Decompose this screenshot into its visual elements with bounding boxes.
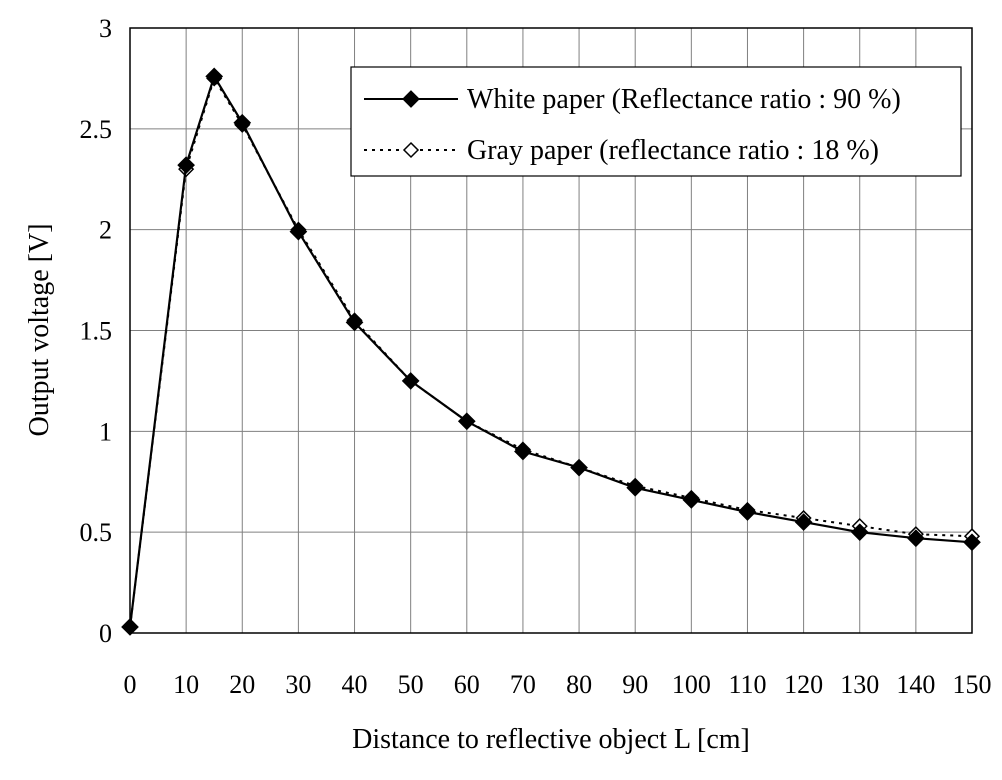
data-point-white-paper xyxy=(907,529,925,548)
data-point-white-paper xyxy=(850,523,869,542)
data-point-white-paper xyxy=(794,513,813,531)
data-point-white-paper xyxy=(457,412,476,431)
y-tick-label: 1 xyxy=(99,417,112,446)
data-point-white-paper xyxy=(514,442,532,461)
x-tick-label: 10 xyxy=(173,670,199,699)
data-point-white-paper xyxy=(233,113,252,132)
x-tick-label: 100 xyxy=(672,670,711,699)
x-tick-label: 20 xyxy=(229,670,255,699)
x-tick-label: 130 xyxy=(840,670,879,699)
y-tick-label: 2 xyxy=(99,216,112,245)
data-point-white-paper xyxy=(345,313,364,332)
x-tick-label: 0 xyxy=(124,670,137,699)
y-tick-label: 0 xyxy=(99,619,112,648)
legend-marker-gray xyxy=(402,141,420,159)
x-tick-label: 140 xyxy=(896,670,935,699)
y-tick-label: 2.5 xyxy=(80,115,113,144)
x-tick-label: 110 xyxy=(728,670,766,699)
y-tick-label: 3 xyxy=(99,14,112,43)
legend-marker-white xyxy=(402,90,420,108)
x-axis-ticks: 0 10 20 30 40 50 60 70 80 90 100 110 120 130 140 150 xyxy=(124,670,992,699)
y-tick-label: 0.5 xyxy=(80,518,113,547)
data-series xyxy=(121,67,981,636)
x-tick-label: 80 xyxy=(566,670,592,699)
legend: White paper (Reflectance ratio : 90 %) G… xyxy=(350,66,962,177)
data-point-white-paper xyxy=(401,372,420,390)
x-tick-label: 150 xyxy=(953,670,992,699)
data-point-white-paper xyxy=(205,67,224,86)
y-tick-label: 1.5 xyxy=(80,317,113,346)
x-tick-label: 120 xyxy=(784,670,823,699)
data-point-white-paper xyxy=(177,156,195,174)
legend-label-gray: Gray paper (reflectance ratio : 18 %) xyxy=(467,135,879,166)
plot-border xyxy=(129,27,973,634)
data-point-white-paper xyxy=(570,458,588,477)
data-point-white-paper xyxy=(963,533,981,552)
data-point-white-paper xyxy=(682,491,701,509)
x-axis-label: Distance to reflective object L [cm] xyxy=(352,724,750,755)
x-tick-label: 40 xyxy=(342,670,368,699)
legend-box xyxy=(350,66,962,177)
legend-label-white: White paper (Reflectance ratio : 90 %) xyxy=(467,84,901,115)
data-point-white-paper xyxy=(738,503,757,521)
x-tick-label: 50 xyxy=(398,670,424,699)
data-point-white-paper xyxy=(289,222,308,241)
y-axis-ticks: 0 0.5 1 1.5 2 2.5 3 xyxy=(80,14,113,648)
data-point-white-paper xyxy=(121,618,139,636)
x-tick-label: 60 xyxy=(454,670,480,699)
x-tick-label: 90 xyxy=(622,670,648,699)
x-tick-label: 70 xyxy=(510,670,536,699)
x-tick-label: 30 xyxy=(285,670,311,699)
data-point-white-paper xyxy=(626,478,645,497)
y-axis-label: Output voltage [V] xyxy=(24,223,55,436)
